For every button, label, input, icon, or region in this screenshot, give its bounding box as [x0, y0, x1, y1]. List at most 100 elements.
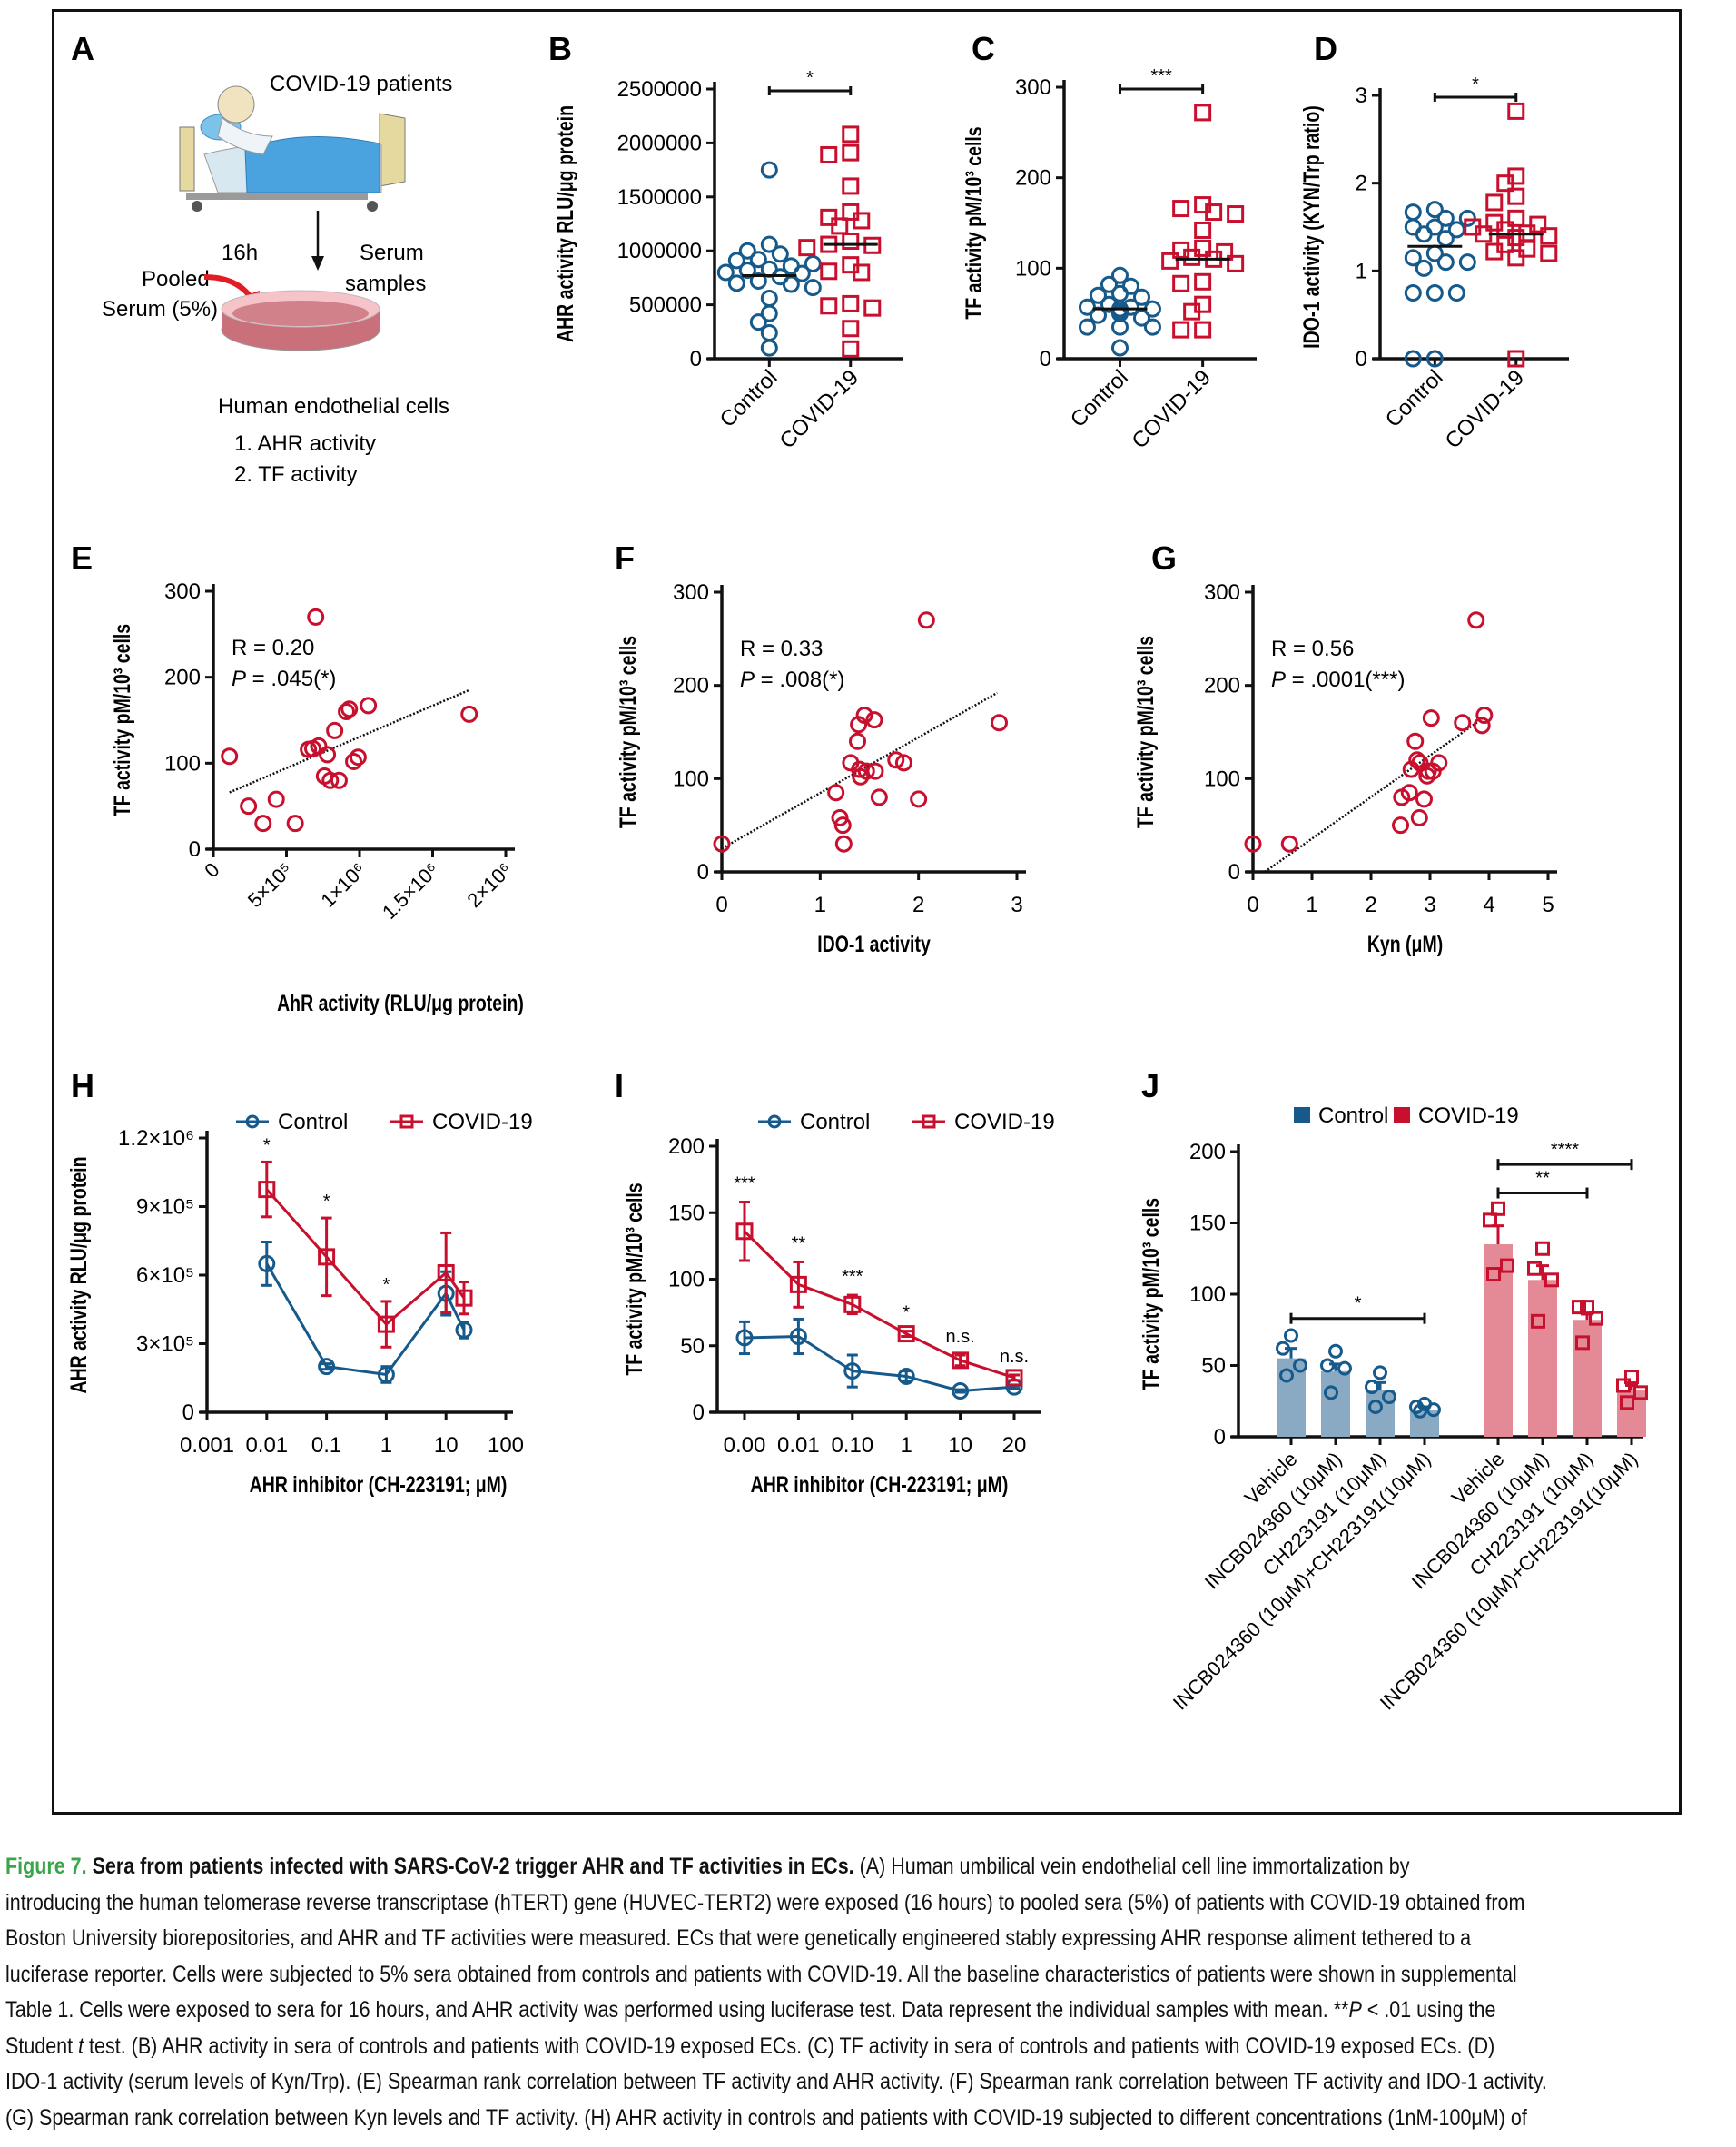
- data-point: [254, 815, 272, 833]
- caption-normal: Student: [5, 2033, 79, 2059]
- panel-e: E 0 100 200 300 TF activity pM/10³ cells 0 5×10…: [71, 539, 524, 1016]
- panel-j: J 0 50 100 150 200 TF activity pM/10³ cells Con…: [1139, 1067, 1648, 1715]
- covid-point: [1205, 203, 1223, 222]
- covid-point: [1518, 240, 1536, 258]
- data-point: [1244, 835, 1262, 853]
- y-tick-label: 150: [1189, 1212, 1226, 1236]
- caption-italic: P: [1348, 1997, 1362, 2023]
- y-tick-label: 200: [1189, 1140, 1226, 1164]
- legend-covid-label: COVID-19: [954, 1110, 1055, 1134]
- covid-point: [1194, 272, 1212, 291]
- legend-covid-marker: [922, 1114, 936, 1129]
- caption-normal: Table 1. Cells were exposed to sera for …: [5, 1997, 1349, 2023]
- data-point: [1430, 754, 1448, 772]
- panel-letter-c: C: [972, 30, 995, 67]
- data-point: [1467, 611, 1485, 629]
- caption-normal: (A) Human umbilical vein endothelial cel…: [853, 1854, 1410, 1879]
- data-point: [910, 790, 928, 808]
- data-point: [1454, 714, 1472, 732]
- panel-letter-j: J: [1141, 1067, 1159, 1104]
- patient-head: [217, 85, 255, 124]
- data-point: [991, 714, 1008, 732]
- y-axis-title: AHR activity RLU/μg protein: [66, 1157, 92, 1394]
- x-tick-label: 1: [901, 1433, 912, 1458]
- panel-letter-g: G: [1151, 539, 1177, 577]
- control-point: [843, 1362, 862, 1380]
- x-tick-label: 1.5×10⁶: [378, 858, 443, 924]
- control-point: [760, 161, 778, 179]
- y-tick-label: 0: [1214, 1425, 1226, 1449]
- correlation-r: R = 0.20: [232, 636, 314, 660]
- covid-point: [843, 1295, 862, 1313]
- panel-h: H 0 3×10⁵ 6×10⁵ 9×10⁵ 1.2×10⁶ AHR activity RLU…: [66, 1067, 533, 1498]
- control-point: [1425, 201, 1444, 219]
- covid-point: [1507, 249, 1525, 267]
- control-point: [1365, 1380, 1379, 1395]
- y-tick-label: 100: [1015, 256, 1051, 281]
- covid-point: [842, 143, 860, 162]
- y-tick-label: 200: [668, 1134, 705, 1159]
- control-point: [1324, 1385, 1338, 1400]
- x-tick-label: 3: [1011, 893, 1022, 917]
- legend-covid-swatch: [1394, 1107, 1410, 1123]
- covid-point: [1486, 1267, 1501, 1282]
- control-point: [1436, 253, 1455, 272]
- covid-point: [789, 1275, 807, 1293]
- control-point: [1078, 318, 1096, 336]
- p-symbol: P: [740, 668, 755, 692]
- covid-point: [1485, 193, 1504, 212]
- covid-point: [1507, 209, 1525, 227]
- covid-point: [1589, 1311, 1603, 1326]
- data-point: [267, 790, 285, 808]
- control-point: [952, 1382, 970, 1400]
- control-point: [1100, 275, 1118, 293]
- x-tick-label: 0: [1247, 893, 1258, 917]
- significance-label: *: [383, 1275, 390, 1295]
- control-point: [1328, 1343, 1343, 1359]
- x-tick-label: 0.01: [777, 1433, 820, 1458]
- y-tick-label: 500000: [629, 293, 702, 318]
- x-tick-label: Control: [715, 365, 783, 432]
- caption-line: Boston University biorepositories, and A…: [5, 1921, 1723, 1957]
- y-tick-label: 0: [697, 860, 709, 885]
- correlation-p: P = .0001(***): [1271, 668, 1405, 692]
- hospital-bed-illustration: [179, 85, 406, 212]
- control-point: [738, 262, 756, 280]
- significance-label: *: [806, 68, 814, 88]
- comparison-label: *: [1355, 1294, 1362, 1314]
- data-point: [849, 732, 866, 750]
- control-point: [1413, 1403, 1427, 1419]
- x-tick-label: 5: [1542, 893, 1554, 917]
- x-tick-label: 3: [1424, 893, 1435, 917]
- control-point: [789, 1327, 807, 1345]
- control-point: [1458, 209, 1476, 227]
- correlation-r: R = 0.33: [740, 637, 823, 661]
- y-tick-label: 2500000: [617, 77, 702, 102]
- control-point: [716, 263, 735, 282]
- y-axis-title: IDO-1 activity (KYN/Trp ratio): [1299, 105, 1325, 348]
- y-tick-label: 100: [673, 767, 709, 791]
- control-point: [727, 274, 745, 292]
- control-point: [455, 1321, 473, 1339]
- y-tick-label: 1: [1356, 259, 1367, 283]
- control-point: [897, 1367, 915, 1385]
- down-arrow-icon: [311, 256, 324, 271]
- covid-point: [1194, 104, 1212, 122]
- x-tick-label: 20: [1002, 1433, 1027, 1458]
- covid-point: [831, 217, 849, 235]
- x-tick-label: Control: [1066, 365, 1133, 432]
- pooled-label-2: Serum (5%): [102, 297, 218, 322]
- bar: [1528, 1280, 1557, 1437]
- y-tick-label: 100: [668, 1268, 705, 1292]
- covid-series-line: [265, 1188, 466, 1327]
- cell-layer: [232, 301, 369, 326]
- caption-normal: < .01 using the: [1361, 1997, 1496, 2023]
- data-point: [894, 754, 912, 772]
- significance-label: ***: [842, 1267, 863, 1287]
- control-point: [1382, 1390, 1396, 1405]
- readout-2: 2. TF activity: [234, 462, 358, 487]
- bar: [1321, 1370, 1350, 1437]
- data-point: [1392, 816, 1409, 835]
- y-tick-label: 200: [673, 674, 709, 698]
- control-point: [1110, 266, 1129, 284]
